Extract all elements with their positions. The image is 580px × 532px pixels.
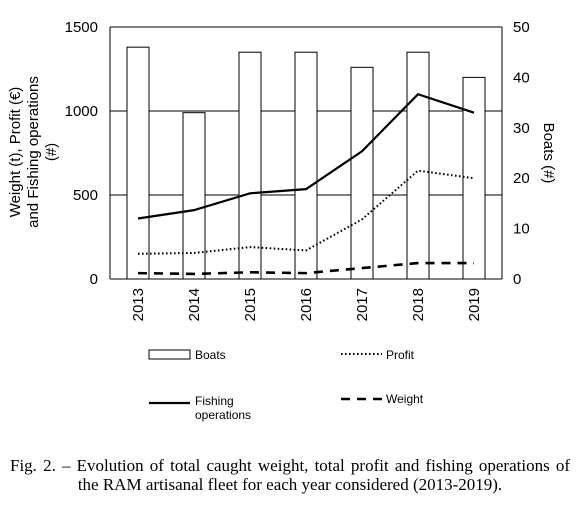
legend: Boats Profit Fishing operations Weight <box>148 348 424 422</box>
line-fishing-operations <box>137 92 475 220</box>
y-axis-label-line: Weight (t), Profit (€) <box>7 87 24 218</box>
bar-boats <box>462 76 486 280</box>
x-tick-label: 2016 <box>298 288 315 321</box>
line-weight <box>137 261 474 276</box>
y-tick-label-left: 0 <box>90 271 98 288</box>
boats-bars <box>126 46 486 280</box>
y-tick-label-left: 500 <box>73 187 98 204</box>
x-tick-label: 2014 <box>186 288 203 321</box>
y-axis-label-line: (#) <box>43 143 60 161</box>
svg-text:Weight (t), Profit (€)and Fish: Weight (t), Profit (€)and Fishing operat… <box>7 76 60 228</box>
y-tick-label-right: 40 <box>513 69 530 86</box>
axes <box>109 27 503 280</box>
y-axis-label-right: Boats (#) <box>540 123 557 184</box>
y-tick-label-right: 10 <box>513 221 530 238</box>
legend-label-boats: Boats <box>195 348 226 362</box>
x-tick-label: 2015 <box>242 288 259 321</box>
x-tick-label: 2017 <box>354 288 371 321</box>
legend-label-fishing-operations: Fishing operations <box>195 394 251 422</box>
legend-label-weight: Weight <box>386 392 424 406</box>
y-axis-label-line: and Fishing operations <box>25 76 42 228</box>
bar-boats <box>350 66 374 280</box>
tick-labels: 0 500 1000 1500 0 10 20 30 40 50 2013 2014 2015 2016 2… <box>65 19 530 321</box>
bar-boats <box>126 46 150 280</box>
bar-boats <box>406 51 430 280</box>
figure-caption: Fig. 2. – Evolution of total caught weig… <box>10 456 570 494</box>
y-tick-label-right: 0 <box>513 271 521 288</box>
x-tick-label: 2018 <box>410 288 427 321</box>
y-axis-label-left: Weight (t), Profit (€)and Fishing operat… <box>7 76 60 228</box>
y-tick-label-left: 1500 <box>65 19 98 36</box>
series-lines <box>137 92 475 276</box>
y-tick-label-left: 1000 <box>65 103 98 120</box>
legend-label-profit: Profit <box>386 348 415 362</box>
legend-swatch-boats <box>148 349 191 360</box>
y-tick-label-right: 30 <box>513 120 530 137</box>
x-tick-label: 2019 <box>466 288 483 321</box>
x-tick-label: 2013 <box>130 288 147 321</box>
line-profit <box>137 169 475 255</box>
y-tick-label-right: 20 <box>513 170 530 187</box>
y-tick-label-right: 50 <box>513 19 530 36</box>
bar-boats <box>294 51 318 280</box>
chart: 0 500 1000 1500 0 10 20 30 40 50 2013 2014 2015 2016 2… <box>7 19 557 422</box>
bar-boats <box>238 51 262 280</box>
